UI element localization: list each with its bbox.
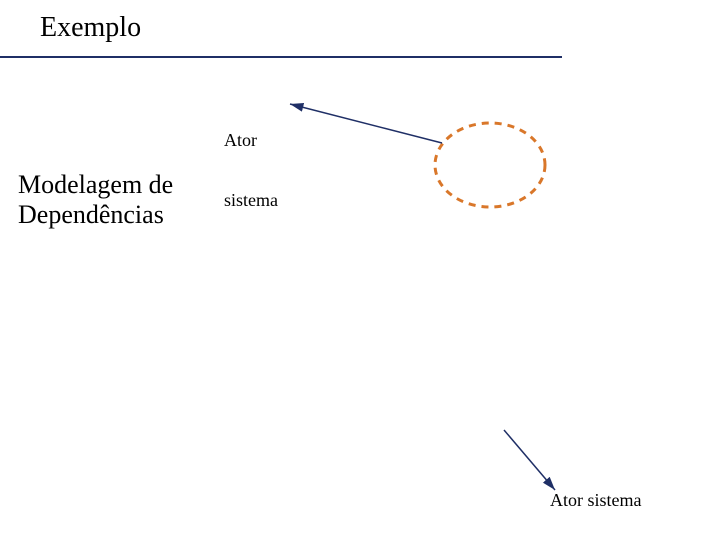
actor-label-bottom: Ator sistema xyxy=(550,490,642,511)
actor-label-top: Ator sistema xyxy=(224,90,278,250)
subtitle-line-1: Modelagem de xyxy=(18,170,173,200)
slide-title: Exemplo xyxy=(40,12,141,44)
title-underline xyxy=(0,56,562,58)
actor-boundary-circle xyxy=(435,123,545,207)
actor-label-top-line-1: Ator xyxy=(224,130,278,150)
slide-subtitle: Modelagem de Dependências xyxy=(18,170,173,230)
subtitle-line-2: Dependências xyxy=(18,200,173,230)
callout-arrow-top xyxy=(290,104,442,143)
actor-label-top-line-2: sistema xyxy=(224,190,278,210)
slide-stage: Exemplo Modelagem de Dependências Ator s… xyxy=(0,0,720,540)
diagram-overlay xyxy=(0,0,720,540)
callout-arrow-bottom xyxy=(504,430,555,490)
